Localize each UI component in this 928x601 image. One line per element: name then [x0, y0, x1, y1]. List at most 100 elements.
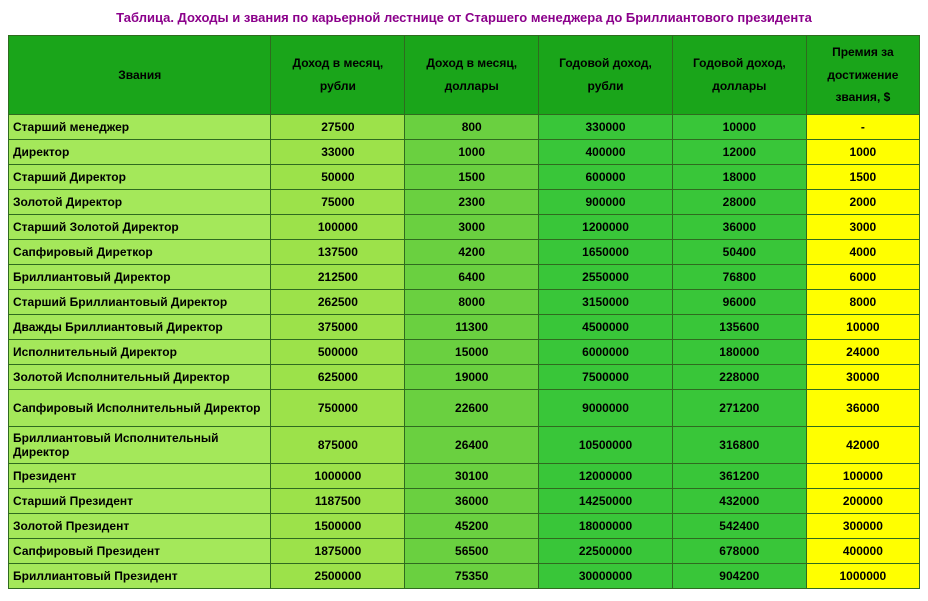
value-cell: 14250000 — [539, 489, 673, 514]
table-title: Таблица. Доходы и звания по карьерной ле… — [8, 10, 920, 25]
rank-cell: Сапфировый Президент — [9, 539, 271, 564]
rank-cell: Старший Золотой Директор — [9, 215, 271, 240]
bonus-cell: 4000 — [806, 240, 919, 265]
value-cell: 228000 — [672, 365, 806, 390]
value-cell: 678000 — [672, 539, 806, 564]
col-header-0: Звания — [9, 36, 271, 115]
value-cell: 542400 — [672, 514, 806, 539]
value-cell: 137500 — [271, 240, 405, 265]
value-cell: 316800 — [672, 427, 806, 464]
rank-cell: Директор — [9, 140, 271, 165]
bonus-cell: 36000 — [806, 390, 919, 427]
value-cell: 432000 — [672, 489, 806, 514]
value-cell: 30000000 — [539, 564, 673, 589]
value-cell: 1500 — [405, 165, 539, 190]
value-cell: 625000 — [271, 365, 405, 390]
rank-cell: Сапфировый Диреткор — [9, 240, 271, 265]
bonus-cell: 30000 — [806, 365, 919, 390]
value-cell: 36000 — [405, 489, 539, 514]
value-cell: 36000 — [672, 215, 806, 240]
value-cell: 1200000 — [539, 215, 673, 240]
value-cell: 75000 — [271, 190, 405, 215]
table-row: Золотой Директор750002300900000280002000 — [9, 190, 920, 215]
value-cell: 1650000 — [539, 240, 673, 265]
value-cell: 18000000 — [539, 514, 673, 539]
value-cell: 76800 — [672, 265, 806, 290]
table-row: Старший Президент11875003600014250000432… — [9, 489, 920, 514]
table-row: Старший менеджер2750080033000010000- — [9, 115, 920, 140]
value-cell: 12000000 — [539, 464, 673, 489]
value-cell: 50400 — [672, 240, 806, 265]
table-row: Директор330001000400000120001000 — [9, 140, 920, 165]
bonus-cell: 400000 — [806, 539, 919, 564]
bonus-cell: 42000 — [806, 427, 919, 464]
value-cell: 180000 — [672, 340, 806, 365]
value-cell: 11300 — [405, 315, 539, 340]
value-cell: 56500 — [405, 539, 539, 564]
bonus-cell: 2000 — [806, 190, 919, 215]
value-cell: 4200 — [405, 240, 539, 265]
rank-cell: Сапфировый Исполнительный Директор — [9, 390, 271, 427]
value-cell: 19000 — [405, 365, 539, 390]
value-cell: 904200 — [672, 564, 806, 589]
value-cell: 22500000 — [539, 539, 673, 564]
col-header-5: Премия за достижениезвания, $ — [806, 36, 919, 115]
income-table: ЗванияДоход в месяц,рублиДоход в месяц,д… — [8, 35, 920, 589]
value-cell: 500000 — [271, 340, 405, 365]
rank-cell: Золотой Исполнительный Директор — [9, 365, 271, 390]
bonus-cell: 200000 — [806, 489, 919, 514]
value-cell: 50000 — [271, 165, 405, 190]
value-cell: 30100 — [405, 464, 539, 489]
table-row: Старший Бриллиантовый Директор2625008000… — [9, 290, 920, 315]
rank-cell: Золотой Президент — [9, 514, 271, 539]
table-header-row: ЗванияДоход в месяц,рублиДоход в месяц,д… — [9, 36, 920, 115]
value-cell: 45200 — [405, 514, 539, 539]
value-cell: 750000 — [271, 390, 405, 427]
value-cell: 1187500 — [271, 489, 405, 514]
value-cell: 900000 — [539, 190, 673, 215]
value-cell: 2300 — [405, 190, 539, 215]
value-cell: 18000 — [672, 165, 806, 190]
bonus-cell: 3000 — [806, 215, 919, 240]
bonus-cell: 24000 — [806, 340, 919, 365]
value-cell: 100000 — [271, 215, 405, 240]
rank-cell: Старший Директор — [9, 165, 271, 190]
value-cell: 1500000 — [271, 514, 405, 539]
value-cell: 33000 — [271, 140, 405, 165]
value-cell: 6400 — [405, 265, 539, 290]
value-cell: 10000 — [672, 115, 806, 140]
rank-cell: Исполнительный Директор — [9, 340, 271, 365]
rank-cell: Бриллиантовый Исполнительный Директор — [9, 427, 271, 464]
bonus-cell: 8000 — [806, 290, 919, 315]
value-cell: 2550000 — [539, 265, 673, 290]
value-cell: 12000 — [672, 140, 806, 165]
col-header-3: Годовой доход,рубли — [539, 36, 673, 115]
value-cell: 6000000 — [539, 340, 673, 365]
bonus-cell: 1000 — [806, 140, 919, 165]
value-cell: 8000 — [405, 290, 539, 315]
rank-cell: Президент — [9, 464, 271, 489]
value-cell: 22600 — [405, 390, 539, 427]
table-row: Сапфировый Исполнительный Директор750000… — [9, 390, 920, 427]
table-row: Бриллиантовый Президент25000007535030000… — [9, 564, 920, 589]
bonus-cell: 6000 — [806, 265, 919, 290]
table-row: Сапфировый Диреткор137500420016500005040… — [9, 240, 920, 265]
table-row: Сапфировый Президент18750005650022500000… — [9, 539, 920, 564]
rank-cell: Золотой Директор — [9, 190, 271, 215]
value-cell: 75350 — [405, 564, 539, 589]
table-row: Исполнительный Директор50000015000600000… — [9, 340, 920, 365]
value-cell: 1875000 — [271, 539, 405, 564]
value-cell: 26400 — [405, 427, 539, 464]
value-cell: 1000000 — [271, 464, 405, 489]
value-cell: 361200 — [672, 464, 806, 489]
table-row: Бриллиантовый Директор212500640025500007… — [9, 265, 920, 290]
value-cell: 135600 — [672, 315, 806, 340]
table-row: Золотой Исполнительный Директор625000190… — [9, 365, 920, 390]
rank-cell: Бриллиантовый Директор — [9, 265, 271, 290]
value-cell: 1000 — [405, 140, 539, 165]
value-cell: 27500 — [271, 115, 405, 140]
value-cell: 600000 — [539, 165, 673, 190]
col-header-4: Годовой доход,доллары — [672, 36, 806, 115]
value-cell: 96000 — [672, 290, 806, 315]
value-cell: 400000 — [539, 140, 673, 165]
